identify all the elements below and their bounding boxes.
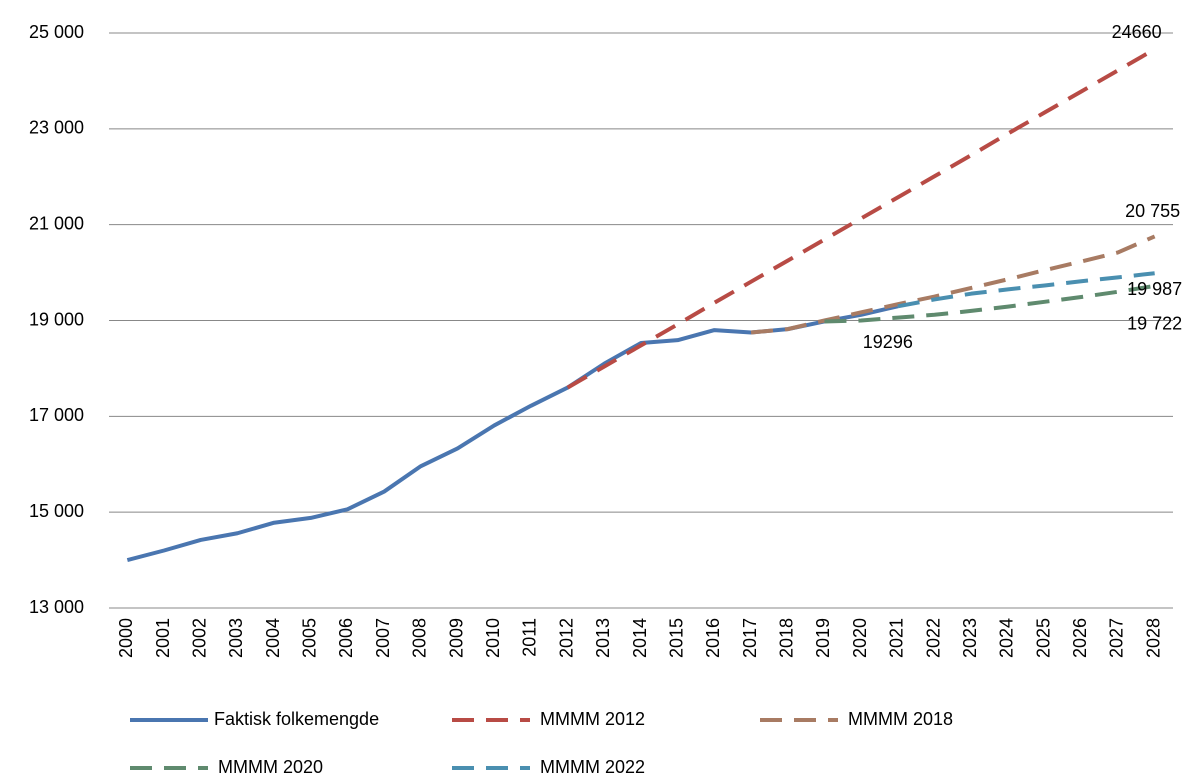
x-tick-label: 2002 bbox=[189, 618, 209, 658]
x-tick-label: 2004 bbox=[263, 618, 283, 658]
x-tick-label: 2028 bbox=[1143, 618, 1163, 658]
data-label: 19296 bbox=[863, 332, 913, 352]
x-tick-label: 2005 bbox=[300, 618, 320, 658]
y-tick-label: 17 000 bbox=[29, 405, 84, 425]
legend-label: MMMM 2012 bbox=[540, 709, 645, 729]
x-tick-label: 2000 bbox=[116, 618, 136, 658]
x-tick-label: 2007 bbox=[373, 618, 393, 658]
data-label: 19 987 bbox=[1127, 279, 1182, 299]
x-tick-label: 2020 bbox=[850, 618, 870, 658]
x-tick-label: 2021 bbox=[887, 618, 907, 658]
x-tick-label: 2014 bbox=[630, 618, 650, 658]
x-tick-label: 2009 bbox=[446, 618, 466, 658]
x-tick-label: 2001 bbox=[153, 618, 173, 658]
x-tick-label: 2026 bbox=[1070, 618, 1090, 658]
x-tick-label: 2022 bbox=[923, 618, 943, 658]
x-tick-label: 2024 bbox=[997, 618, 1017, 658]
data-label: 24660 bbox=[1112, 22, 1162, 42]
data-label: 20 755 bbox=[1125, 201, 1180, 221]
x-tick-label: 2019 bbox=[813, 618, 833, 658]
x-tick-label: 2016 bbox=[703, 618, 723, 658]
x-tick-label: 2006 bbox=[336, 618, 356, 658]
data-label: 19 722 bbox=[1127, 314, 1182, 334]
x-tick-label: 2010 bbox=[483, 618, 503, 658]
x-tick-label: 2003 bbox=[226, 618, 246, 658]
y-tick-label: 25 000 bbox=[29, 22, 84, 42]
x-tick-label: 2017 bbox=[740, 618, 760, 658]
series-line bbox=[897, 271, 1155, 309]
x-tick-label: 2012 bbox=[556, 618, 576, 658]
legend-label: MMMM 2018 bbox=[848, 709, 953, 729]
x-tick-label: 2025 bbox=[1033, 618, 1053, 658]
legend-label: MMMM 2020 bbox=[218, 757, 323, 777]
y-tick-label: 15 000 bbox=[29, 501, 84, 521]
legend-label: MMMM 2022 bbox=[540, 757, 645, 777]
series-line bbox=[750, 234, 1156, 335]
legend-label: Faktisk folkemengde bbox=[214, 709, 379, 729]
x-tick-label: 2008 bbox=[410, 618, 430, 658]
x-tick-label: 2023 bbox=[960, 618, 980, 658]
x-tick-label: 2027 bbox=[1107, 618, 1127, 658]
x-tick-label: 2013 bbox=[593, 618, 613, 658]
series-line bbox=[126, 304, 899, 563]
x-tick-label: 2018 bbox=[777, 618, 797, 658]
x-tick-label: 2011 bbox=[520, 618, 540, 657]
y-tick-label: 19 000 bbox=[29, 309, 84, 329]
series-line bbox=[566, 47, 1156, 390]
x-tick-label: 2015 bbox=[666, 618, 686, 658]
series-line bbox=[824, 283, 1155, 324]
y-tick-label: 21 000 bbox=[29, 213, 84, 233]
y-tick-label: 13 000 bbox=[29, 597, 84, 617]
y-tick-label: 23 000 bbox=[29, 118, 84, 138]
